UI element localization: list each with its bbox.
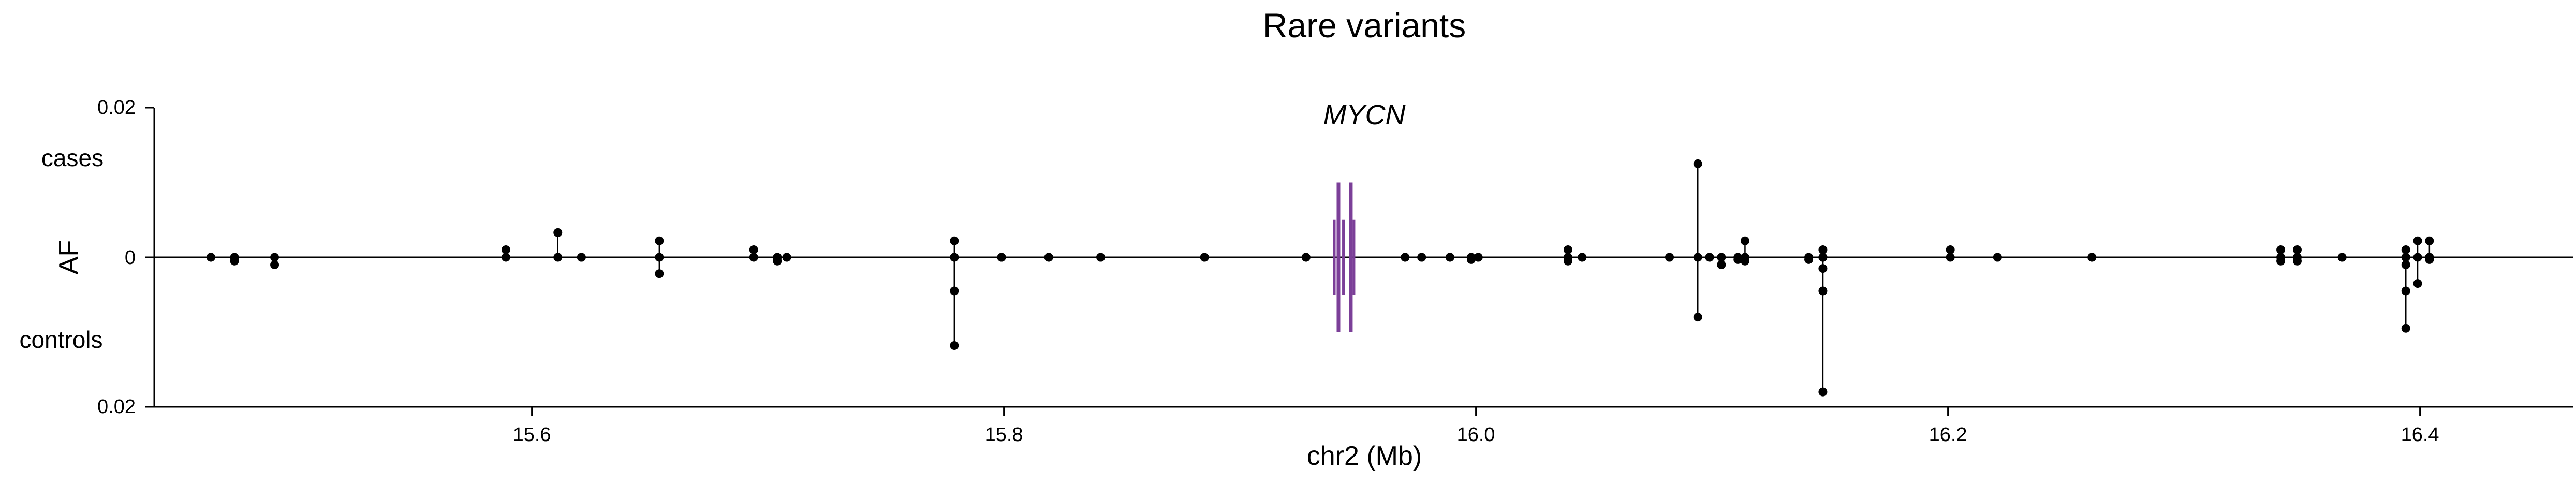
control-af-point	[2425, 255, 2434, 264]
control-af-point	[1818, 286, 1828, 296]
control-af-point	[1733, 255, 1743, 264]
x-tick-label: 15.8	[985, 424, 1023, 446]
control-af-point	[270, 260, 279, 269]
chart-title: Rare variants	[1263, 6, 1466, 45]
control-af-point	[2413, 279, 2422, 288]
control-af-point	[2401, 260, 2410, 269]
baseline-point	[1563, 253, 1572, 262]
case-af-point	[2401, 245, 2410, 255]
control-af-point	[1804, 255, 1814, 264]
x-axis-label: chr2 (Mb)	[1307, 441, 1422, 471]
controls-label: controls	[19, 326, 102, 353]
gene-mycn	[1333, 182, 1356, 332]
control-af-point	[2401, 286, 2410, 296]
cases-label: cases	[41, 144, 104, 171]
control-af-point	[1445, 253, 1454, 262]
case-af-point	[1946, 245, 1955, 255]
case-af-point	[501, 245, 510, 255]
control-af-point	[2087, 253, 2097, 262]
control-af-point	[1693, 313, 1702, 322]
control-af-point	[782, 253, 791, 262]
case-af-point	[553, 228, 563, 237]
case-af-point	[2276, 245, 2286, 255]
control-af-point	[2401, 324, 2410, 333]
case-af-point	[2413, 236, 2422, 245]
control-af-point	[950, 286, 959, 296]
control-af-point	[1665, 253, 1674, 262]
gene-label: MYCN	[1323, 99, 1406, 130]
case-af-point	[1818, 253, 1828, 262]
baseline-point	[655, 253, 664, 262]
case-af-point	[749, 245, 758, 255]
baseline-point	[2413, 253, 2422, 262]
control-af-point	[1200, 253, 1209, 262]
baseline-point	[2276, 253, 2286, 262]
case-af-point	[270, 253, 279, 262]
case-af-point	[1717, 253, 1726, 262]
control-af-point	[1705, 253, 1714, 262]
baseline-point	[2292, 253, 2302, 262]
control-af-point	[206, 253, 215, 262]
control-af-point	[749, 253, 758, 262]
case-af-point	[950, 253, 959, 262]
control-af-point	[501, 253, 510, 262]
control-af-point	[1301, 253, 1311, 262]
control-af-point	[997, 253, 1006, 262]
control-af-point	[773, 256, 782, 266]
case-af-point	[2401, 253, 2410, 262]
case-af-point	[950, 236, 959, 245]
control-af-point	[1401, 253, 1410, 262]
baseline-point	[1693, 253, 1702, 262]
case-af-point	[1563, 245, 1572, 255]
control-af-point	[553, 253, 563, 262]
control-af-point	[2337, 253, 2347, 262]
control-af-point	[1474, 253, 1483, 262]
control-af-point	[577, 253, 586, 262]
control-af-point	[1417, 253, 1426, 262]
x-tick-label: 16.2	[1929, 424, 1967, 446]
x-tick-label: 16.0	[1457, 424, 1495, 446]
case-af-point	[2425, 236, 2434, 245]
control-af-point	[1578, 253, 1587, 262]
x-tick-label: 16.4	[2401, 424, 2439, 446]
y-axis-label: AF	[54, 240, 84, 274]
control-af-point	[1096, 253, 1106, 262]
control-af-point	[230, 256, 239, 266]
case-af-point	[2292, 245, 2302, 255]
control-af-point	[1993, 253, 2002, 262]
control-af-point	[1044, 253, 1053, 262]
control-af-point	[1717, 260, 1726, 269]
x-axis-ticks: 15.6 15.8 16.0 16.2 16.4	[513, 407, 2439, 446]
control-af-point	[1946, 253, 1955, 262]
y-tick-label-zero: 0	[125, 247, 136, 269]
variant-marks	[206, 159, 2434, 397]
y-tick-label-top: 0.02	[97, 97, 136, 119]
case-af-point	[1693, 159, 1702, 168]
x-tick-label: 15.6	[513, 424, 551, 446]
y-tick-label-bottom: 0.02	[97, 396, 136, 418]
case-af-point	[655, 236, 664, 245]
control-af-point	[1818, 387, 1828, 397]
case-af-point	[1818, 245, 1828, 255]
control-af-point	[1466, 255, 1476, 264]
case-af-point	[1740, 236, 1749, 245]
control-af-point	[950, 341, 959, 350]
control-af-point	[655, 269, 664, 278]
baseline-point	[1740, 253, 1749, 262]
